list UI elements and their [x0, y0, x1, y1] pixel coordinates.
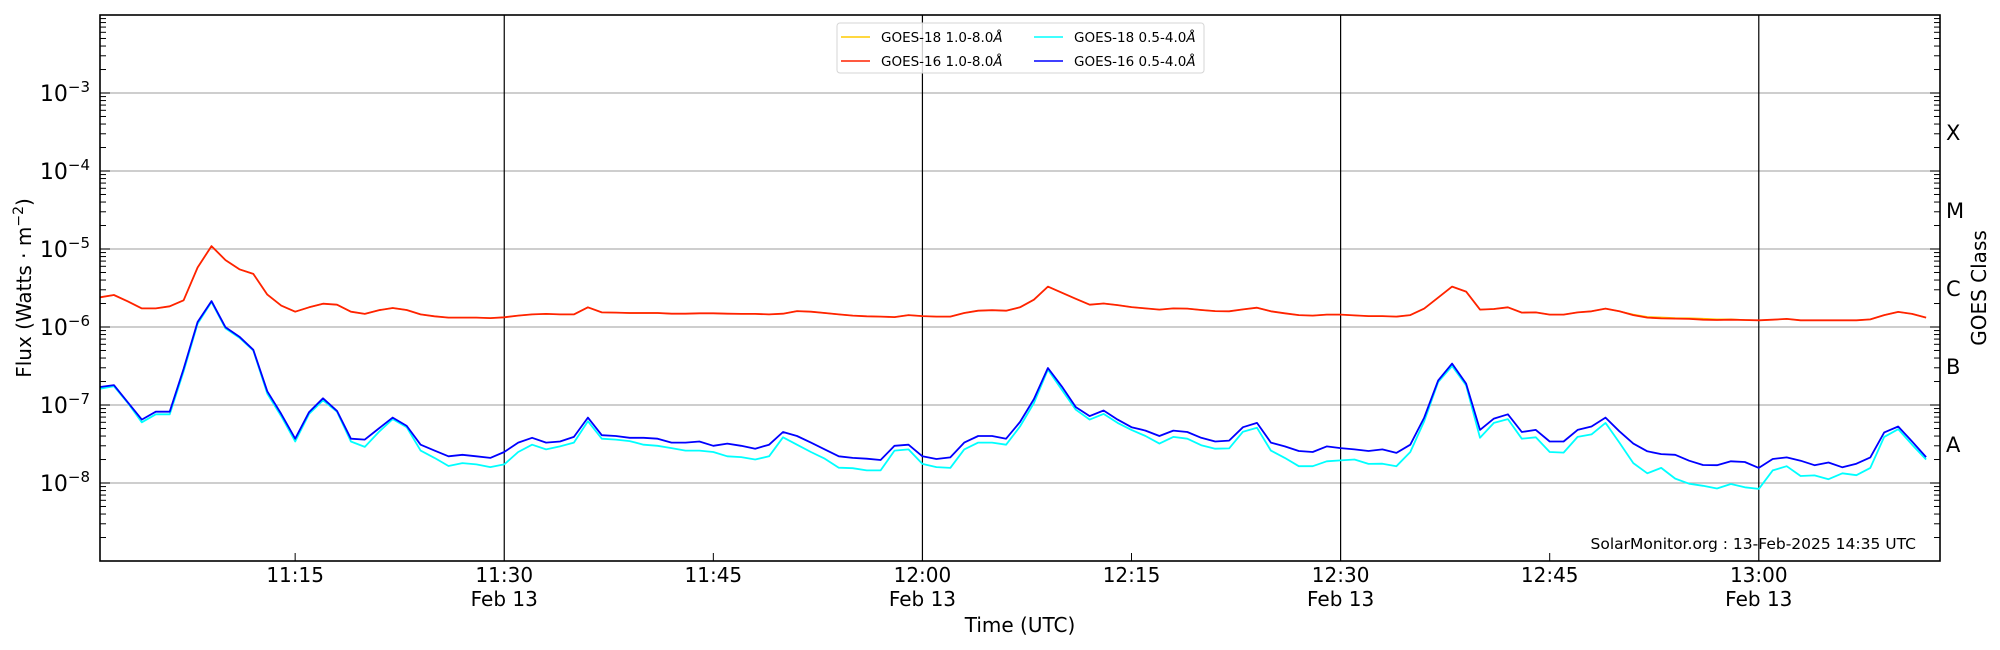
series-line-goes-16-0-5-4-0 — [99, 300, 1927, 469]
x-tick-label: 11:45 — [685, 563, 743, 587]
x-tick-label: 12:00 — [894, 563, 952, 587]
legend: GOES-18 1.0-8.0Å GOES-16 1.0-8.0Å GOES-18 … — [836, 22, 1205, 74]
legend-box — [836, 22, 1205, 74]
goes-class-label-b: B — [1946, 355, 1960, 379]
y-tick-label: 10−4 — [40, 156, 90, 185]
x-tick-label: 12:30 — [1312, 563, 1370, 587]
axis-ticks — [100, 18, 1940, 562]
y-axis-label: Flux (Watts · m−2) — [11, 198, 36, 378]
right-axis-label: GOES Class — [1967, 230, 1991, 346]
x-tick-label: 11:30 — [475, 563, 533, 587]
plot-frame — [99, 14, 1941, 562]
y-tick-labels: 10−3 10−4 10−5 10−6 10−7 10−8 — [40, 78, 90, 497]
y-tick-label: 10−8 — [40, 468, 90, 497]
source-annotation: SolarMonitor.org : 13-Feb-2025 14:35 UTC — [1591, 535, 1916, 553]
x-tick-date-label: Feb 13 — [471, 587, 538, 611]
x-tick-date-label: Feb 13 — [1307, 587, 1374, 611]
y-tick-label: 10−3 — [40, 78, 90, 107]
goes-class-label-m: M — [1946, 199, 1964, 223]
y-tick-label: 10−7 — [40, 390, 90, 419]
goes-class-labels: X M C B A — [1946, 121, 1964, 457]
series-line-goes-16-1-0-8-0 — [99, 245, 1927, 322]
legend-label: GOES-16 0.5-4.0Å — [1074, 53, 1196, 70]
legend-label: GOES-16 1.0-8.0Å — [881, 53, 1003, 70]
x-tick-date-label: Feb 13 — [889, 587, 956, 611]
legend-label: GOES-18 0.5-4.0Å — [1074, 29, 1196, 46]
goes-class-label-c: C — [1946, 277, 1961, 301]
y-tick-label: 10−5 — [40, 234, 90, 263]
x-tick-label: 12:45 — [1521, 563, 1579, 587]
y-tick-label: 10−6 — [40, 312, 90, 341]
goes-class-label-a: A — [1946, 433, 1961, 457]
legend-label: GOES-18 1.0-8.0Å — [881, 29, 1003, 46]
goes-class-label-x: X — [1946, 121, 1960, 145]
series-line-goes-18-0-5-4-0 — [99, 300, 1927, 490]
x-tick-label: 13:00 — [1730, 563, 1788, 587]
series-lines — [99, 245, 1927, 490]
x-axis-label: Time (UTC) — [964, 613, 1076, 637]
x-tick-label: 11:15 — [266, 563, 324, 587]
x-tick-date-label: Feb 13 — [1725, 587, 1792, 611]
x-tick-label: 12:15 — [1103, 563, 1161, 587]
grid-lines — [100, 15, 1940, 561]
